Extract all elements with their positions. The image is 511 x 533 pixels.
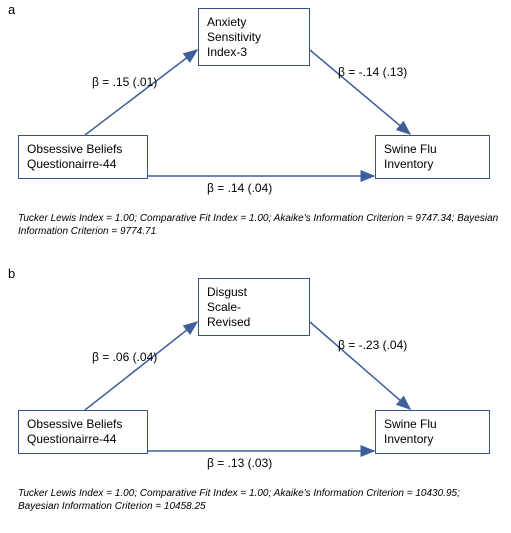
box-right-a-line1: Swine Flu [384, 142, 481, 157]
box-left-b-line1: Obsessive Beliefs [27, 417, 139, 432]
box-right-b-line1: Swine Flu [384, 417, 481, 432]
box-top-a: Anxiety Sensitivity Index-3 [198, 8, 310, 66]
box-left-b-line2: Questionairre-44 [27, 432, 139, 447]
box-left-a: Obsessive Beliefs Questionairre-44 [18, 135, 148, 179]
panel-a-label: a [8, 2, 15, 17]
edge-top-right-a: β = -.14 (.13) [338, 65, 407, 79]
box-left-a-line2: Questionairre-44 [27, 157, 139, 172]
box-right-b: Swine Flu Inventory [375, 410, 490, 454]
box-top-b-line1: Disgust [207, 285, 301, 300]
caption-a: Tucker Lewis Index = 1.00; Comparative F… [18, 212, 499, 238]
box-right-a: Swine Flu Inventory [375, 135, 490, 179]
caption-b: Tucker Lewis Index = 1.00; Comparative F… [18, 487, 499, 513]
edge-left-right-b: β = .13 (.03) [207, 456, 272, 470]
box-top-a-line2: Sensitivity [207, 30, 301, 45]
box-right-b-line2: Inventory [384, 432, 481, 447]
edge-left-right-a: β = .14 (.04) [207, 181, 272, 195]
edge-left-top-a: β = .15 (.01) [92, 75, 157, 89]
box-top-b-line2: Scale- [207, 300, 301, 315]
box-top-a-line1: Anxiety [207, 15, 301, 30]
panel-b-label: b [8, 266, 15, 281]
box-right-a-line2: Inventory [384, 157, 481, 172]
box-top-a-line3: Index-3 [207, 45, 301, 60]
box-top-b-line3: Revised [207, 315, 301, 330]
panel-b: b Obsessive Beliefs Questionairre-44 Dis… [0, 260, 511, 533]
edge-left-top-b: β = .06 (.04) [92, 350, 157, 364]
edge-top-right-b: β = -.23 (.04) [338, 338, 407, 352]
box-left-b: Obsessive Beliefs Questionairre-44 [18, 410, 148, 454]
box-top-b: Disgust Scale- Revised [198, 278, 310, 336]
box-left-a-line1: Obsessive Beliefs [27, 142, 139, 157]
panel-a: a Obsessive Beliefs Questionairre-44 Anx… [0, 0, 511, 260]
